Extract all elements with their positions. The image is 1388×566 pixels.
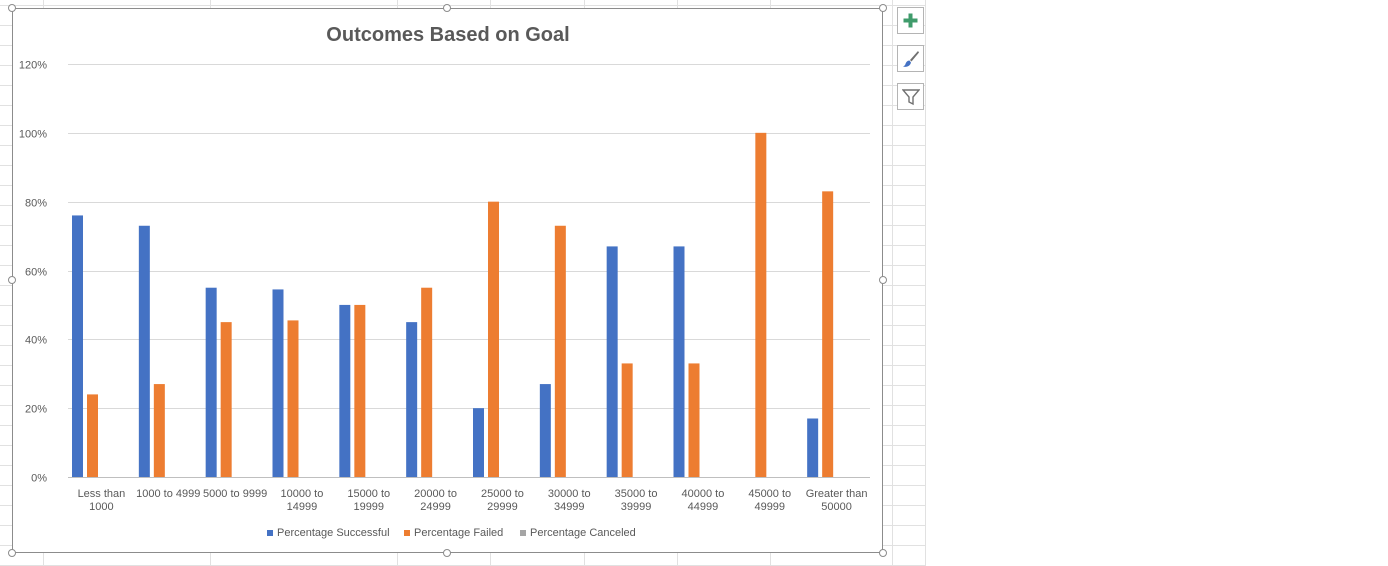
x-tick-label: 49999 (754, 501, 785, 513)
bar-percentage-successful[interactable] (72, 215, 83, 477)
x-tick-label: 50000 (821, 501, 852, 513)
bar-percentage-successful[interactable] (807, 418, 819, 477)
chart-svg: Outcomes Based on Goal 0% 20% 40% 60% 80% 100… (19, 24, 870, 539)
chart-area[interactable]: Outcomes Based on Goal 0% 20% 40% 60% 80% 100… (12, 8, 883, 553)
bar-percentage-failed[interactable] (554, 225, 566, 477)
bar-percentage-failed[interactable] (488, 201, 499, 477)
x-tick-label: Greater than (806, 488, 868, 500)
y-axis-tick-labels: 0% 20% 40% 60% 80% 100% 120% (19, 60, 47, 485)
bar-percentage-failed[interactable] (755, 132, 767, 477)
x-tick-label: 29999 (487, 501, 518, 513)
resize-handle-top-right[interactable] (879, 4, 887, 12)
legend-item-label: Percentage Canceled (530, 527, 636, 539)
resize-handle-top-middle[interactable] (443, 4, 451, 12)
y-tick-label: 40% (25, 335, 47, 347)
brush-icon (902, 50, 919, 67)
legend-item-label: Percentage Failed (414, 527, 503, 539)
bar-percentage-successful[interactable] (606, 246, 618, 477)
bar-percentage-failed[interactable] (354, 304, 366, 477)
bar-percentage-successful[interactable] (272, 289, 284, 477)
bar-percentage-failed[interactable] (153, 384, 165, 477)
x-tick-label: 1000 (89, 501, 113, 513)
bar-percentage-successful[interactable] (205, 287, 217, 477)
resize-handle-top-left[interactable] (8, 4, 16, 12)
chart-elements-button[interactable] (897, 7, 924, 34)
x-tick-label: 35000 to (615, 488, 658, 500)
x-tick-label: 19999 (353, 501, 384, 513)
bar-percentage-successful[interactable] (473, 408, 484, 477)
resize-handle-middle-right[interactable] (879, 276, 887, 284)
bar-percentage-successful[interactable] (339, 304, 351, 477)
legend-swatch (520, 530, 526, 536)
x-tick-label: 20000 to (414, 488, 457, 500)
x-tick-label: 5000 to 9999 (203, 488, 267, 500)
gridlines (68, 64, 870, 478)
x-tick-label: 40000 to (682, 488, 725, 500)
bar-percentage-failed[interactable] (87, 394, 98, 477)
bar-percentage-failed[interactable] (688, 363, 700, 477)
bar-percentage-successful[interactable] (673, 246, 685, 477)
bar-percentage-failed[interactable] (822, 191, 834, 477)
legend-swatch (267, 530, 273, 536)
bar-percentage-successful[interactable] (539, 384, 551, 477)
plus-icon (903, 13, 918, 28)
resize-handle-bottom-middle[interactable] (443, 549, 451, 557)
y-tick-label: 20% (25, 404, 47, 416)
y-tick-label: 80% (25, 198, 47, 210)
resize-handle-bottom-right[interactable] (879, 549, 887, 557)
x-tick-label: Less than (78, 488, 126, 500)
x-tick-label: 1000 to 4999 (136, 488, 200, 500)
filter-icon (901, 88, 920, 105)
x-tick-label: 30000 to (548, 488, 591, 500)
chart-title: Outcomes Based on Goal (326, 24, 569, 46)
x-tick-label: 14999 (287, 501, 318, 513)
x-tick-label: 25000 to (481, 488, 524, 500)
bar-percentage-failed[interactable] (287, 320, 299, 477)
bar-percentage-successful[interactable] (138, 225, 150, 477)
chart-styles-button[interactable] (897, 45, 924, 72)
bar-percentage-failed[interactable] (621, 363, 633, 477)
y-tick-label: 0% (31, 473, 47, 485)
x-tick-label: 45000 to (748, 488, 791, 500)
bar-percentage-successful[interactable] (406, 322, 418, 477)
y-tick-label: 120% (19, 60, 47, 72)
bars (72, 132, 834, 477)
legend-item-label: Percentage Successful (277, 527, 390, 539)
x-tick-label: 39999 (621, 501, 652, 513)
x-tick-label: 34999 (554, 501, 585, 513)
resize-handle-middle-left[interactable] (8, 276, 16, 284)
bar-percentage-failed[interactable] (220, 322, 232, 477)
x-tick-label: 15000 to (347, 488, 390, 500)
chart-filters-button[interactable] (897, 83, 924, 110)
x-tick-label: 24999 (420, 501, 451, 513)
resize-handle-bottom-left[interactable] (8, 549, 16, 557)
y-tick-label: 60% (25, 267, 47, 279)
bar-percentage-failed[interactable] (421, 287, 433, 477)
y-tick-label: 100% (19, 129, 47, 141)
legend-swatch (404, 530, 410, 536)
x-tick-label: 10000 to (281, 488, 324, 500)
legend: Percentage Successful Percentage Failed Pe… (267, 527, 636, 539)
x-tick-label: 44999 (688, 501, 719, 513)
